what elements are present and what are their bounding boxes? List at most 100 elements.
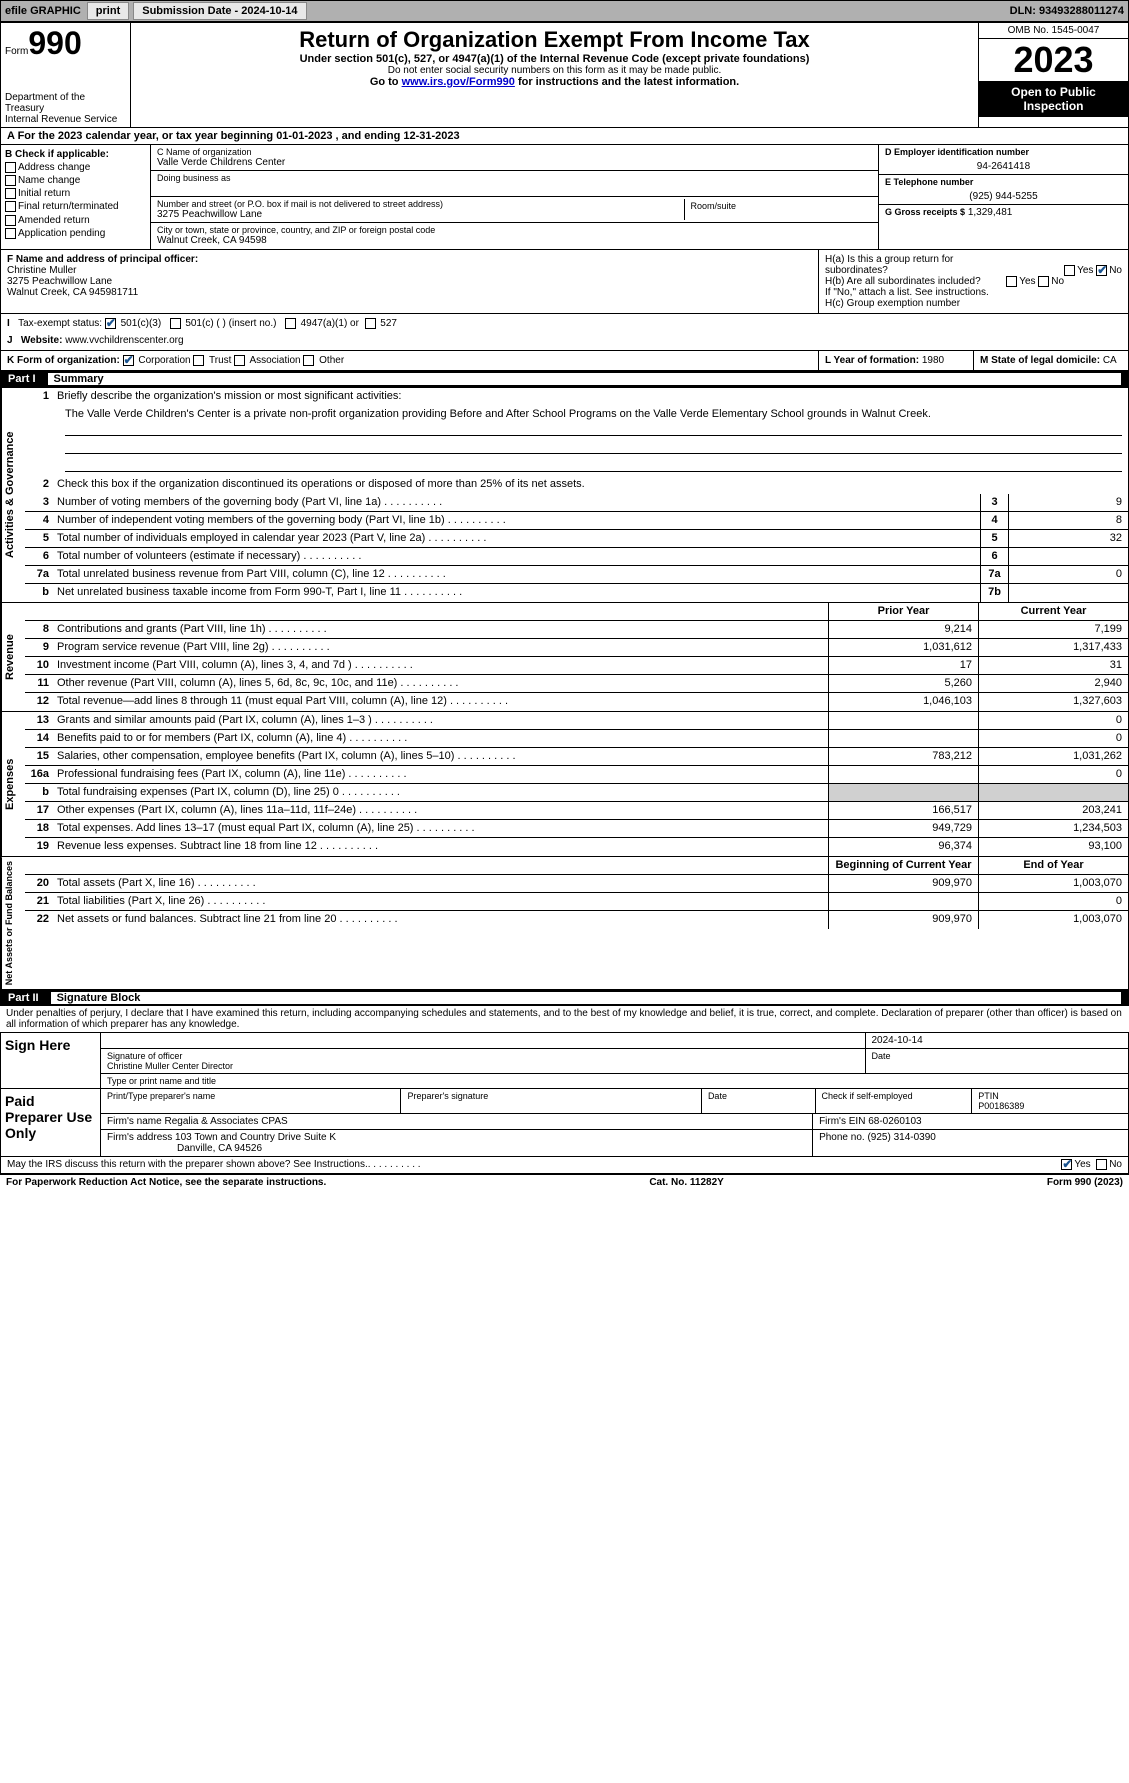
hb-label: H(b) Are all subordinates included?: [825, 276, 981, 287]
summary-governance: Activities & Governance 1 Briefly descri…: [0, 387, 1129, 603]
prep-date-lbl: Date: [702, 1089, 816, 1113]
chk-name-change[interactable]: Name change: [5, 175, 146, 186]
underline-3: [65, 458, 1122, 472]
chk-app-pending[interactable]: Application pending: [5, 228, 146, 239]
form-subtitle-3: Go to www.irs.gov/Form990 for instructio…: [135, 76, 974, 88]
firm-addr1: 103 Town and Country Drive Suite K: [175, 1132, 336, 1143]
line-1-desc: Briefly describe the organization's miss…: [53, 388, 1128, 406]
firm-phone-cell: Phone no. (925) 314-0390: [813, 1130, 1128, 1156]
firm-name-lbl: Firm's name: [107, 1116, 164, 1127]
sign-here-row: Sign Here 2024-10-14 Signature of office…: [1, 1033, 1128, 1089]
goto-post: for instructions and the latest informat…: [515, 76, 739, 88]
discuss-yes-chk[interactable]: [1061, 1159, 1072, 1170]
ha-no-chk[interactable]: [1096, 265, 1107, 276]
chk-trust[interactable]: [193, 355, 204, 366]
chk-501c3[interactable]: [105, 318, 116, 329]
cell-dba: Doing business as: [151, 171, 878, 197]
firm-name-cell: Firm's name Regalia & Associates CPAS: [101, 1114, 813, 1129]
col-c-org-info: C Name of organization Valle Verde Child…: [151, 145, 878, 249]
chk-527[interactable]: [365, 318, 376, 329]
website-value: www.vvchildrenscenter.org: [65, 335, 183, 346]
firm-addr2: Danville, CA 94526: [107, 1143, 262, 1154]
chk-4947[interactable]: [285, 318, 296, 329]
summary-line: 18 Total expenses. Add lines 13–17 (must…: [25, 820, 1128, 838]
cell-phone: E Telephone number (925) 944-5255: [879, 175, 1128, 205]
page-footer: For Paperwork Reduction Act Notice, see …: [0, 1174, 1129, 1190]
omb-number: OMB No. 1545-0047: [979, 23, 1128, 39]
chk-other[interactable]: [303, 355, 314, 366]
firm-phone-lbl: Phone no.: [819, 1132, 865, 1143]
l-label: L Year of formation:: [825, 355, 919, 366]
discuss-no-chk[interactable]: [1096, 1159, 1107, 1170]
section-m: M State of legal domicile: CA: [974, 351, 1128, 370]
m-label: M State of legal domicile:: [980, 355, 1100, 366]
chk-initial-return[interactable]: Initial return: [5, 188, 146, 199]
irs-link[interactable]: www.irs.gov/Form990: [402, 76, 515, 88]
summary-line: 19 Revenue less expenses. Subtract line …: [25, 838, 1128, 856]
footer-right: Form 990 (2023): [1047, 1177, 1123, 1188]
print-button[interactable]: print: [87, 2, 129, 20]
summary-netassets: Net Assets or Fund Balances Beginning of…: [0, 857, 1129, 990]
submission-date: Submission Date - 2024-10-14: [133, 2, 306, 20]
summary-line: 17 Other expenses (Part IX, column (A), …: [25, 802, 1128, 820]
summary-line: b Net unrelated business taxable income …: [25, 584, 1128, 602]
form-header: Form990 Department of the Treasury Inter…: [0, 22, 1129, 128]
summary-line: 15 Salaries, other compensation, employe…: [25, 748, 1128, 766]
f-label: F Name and address of principal officer:: [7, 254, 812, 265]
officer-addr1: 3275 Peachwillow Lane: [7, 276, 812, 287]
underline-2: [65, 440, 1122, 454]
row-j: J Website: www.vvchildrenscenter.org: [7, 335, 812, 346]
summary-line: 8 Contributions and grants (Part VIII, l…: [25, 621, 1128, 639]
section-k: K Form of organization: Corporation Trus…: [1, 351, 818, 370]
self-emp-cell: Check if self-employed: [816, 1089, 973, 1113]
street-value: 3275 Peachwillow Lane: [157, 209, 684, 220]
line-2-num: 2: [25, 476, 53, 494]
col-b-checkboxes: B Check if applicable: Address change Na…: [1, 145, 151, 249]
phone-label: E Telephone number: [885, 177, 1122, 187]
firm-ein: 68-0260103: [868, 1116, 921, 1127]
phone-value: (925) 944-5255: [885, 187, 1122, 202]
summary-line: 10 Investment income (Part VIII, column …: [25, 657, 1128, 675]
hb-yes-chk[interactable]: [1006, 276, 1017, 287]
sign-here-body: 2024-10-14 Signature of officer Christin…: [101, 1033, 1128, 1088]
part-2-num: Part II: [8, 992, 39, 1004]
chk-amended[interactable]: Amended return: [5, 215, 146, 226]
sig-officer-cell: [101, 1033, 866, 1048]
chk-final-return[interactable]: Final return/terminated: [5, 201, 146, 212]
paid-label: Paid Preparer Use Only: [1, 1089, 101, 1156]
chk-501c[interactable]: [170, 318, 181, 329]
chk-corp[interactable]: [123, 355, 134, 366]
room-label: Room/suite: [691, 201, 867, 211]
chk-assoc[interactable]: [234, 355, 245, 366]
gross-value: 1,329,481: [968, 207, 1013, 218]
summary-line: 21 Total liabilities (Part X, line 26) 0: [25, 893, 1128, 911]
summary-line: 6 Total number of volunteers (estimate i…: [25, 548, 1128, 566]
j-label: Website:: [21, 335, 65, 346]
vlabel-expenses: Expenses: [1, 712, 25, 856]
city-value: Walnut Creek, CA 94598: [157, 235, 872, 246]
i-label: Tax-exempt status:: [18, 318, 102, 329]
firm-ein-lbl: Firm's EIN: [819, 1116, 868, 1127]
sig-date: 2024-10-14: [866, 1033, 1129, 1048]
cell-org-name: C Name of organization Valle Verde Child…: [151, 145, 878, 171]
hdr-prior: Prior Year: [828, 603, 978, 620]
k-label: K Form of organization:: [7, 355, 120, 366]
form-subtitle-1: Under section 501(c), 527, or 4947(a)(1)…: [135, 53, 974, 65]
rev-body: Prior Year Current Year 8 Contributions …: [25, 603, 1128, 711]
sig-officer-lbl: Signature of officer: [107, 1051, 859, 1061]
ein-value: 94-2641418: [885, 157, 1122, 172]
part-2-header: Part II Signature Block: [0, 990, 1129, 1006]
section-h: H(a) Is this a group return for subordin…: [818, 250, 1128, 313]
firm-addr-lbl: Firm's address: [107, 1132, 175, 1143]
cell-city: City or town, state or province, country…: [151, 223, 878, 249]
net-body: Beginning of Current Year End of Year 20…: [25, 857, 1128, 989]
chk-address-change[interactable]: Address change: [5, 162, 146, 173]
type-label: Type or print name and title: [101, 1074, 1128, 1088]
hb-no-chk[interactable]: [1038, 276, 1049, 287]
summary-line: 14 Benefits paid to or for members (Part…: [25, 730, 1128, 748]
col-d-ein-phone: D Employer identification number 94-2641…: [878, 145, 1128, 249]
hb-note: If "No," attach a list. See instructions…: [825, 287, 1122, 298]
ha-row: H(a) Is this a group return for: [825, 254, 1122, 265]
perjury-text: Under penalties of perjury, I declare th…: [0, 1006, 1129, 1032]
ha-yes-chk[interactable]: [1064, 265, 1075, 276]
